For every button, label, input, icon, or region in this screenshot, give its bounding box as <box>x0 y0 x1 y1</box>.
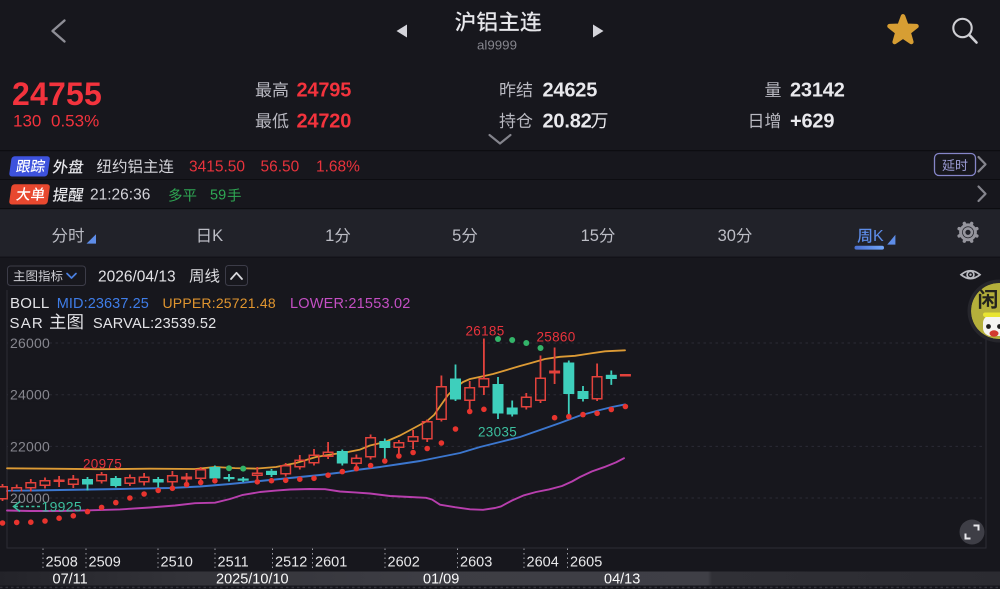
svg-text:1.68%: 1.68% <box>316 159 360 176</box>
svg-text:24625: 24625 <box>543 80 598 102</box>
svg-text:2509: 2509 <box>89 555 121 571</box>
svg-text:UPPER:25721.48: UPPER:25721.48 <box>163 295 276 311</box>
svg-text:BOLL: BOLL <box>10 295 50 312</box>
svg-text:07/11: 07/11 <box>53 572 88 588</box>
svg-text:20975: 20975 <box>83 457 122 472</box>
svg-text:+629: +629 <box>790 111 834 133</box>
svg-text:0.53%: 0.53% <box>51 112 99 131</box>
svg-text:24755: 24755 <box>12 76 102 112</box>
svg-text:01/09: 01/09 <box>423 572 459 588</box>
svg-text:23035: 23035 <box>478 425 517 440</box>
svg-text:26000: 26000 <box>10 335 50 351</box>
svg-text:2602: 2602 <box>388 555 420 571</box>
svg-text:K: K <box>873 228 884 245</box>
svg-text:24000: 24000 <box>10 387 50 403</box>
svg-text:MID:23637.25: MID:23637.25 <box>57 296 149 312</box>
svg-text:24795: 24795 <box>297 80 352 102</box>
svg-text:26185: 26185 <box>466 324 505 339</box>
svg-text:5: 5 <box>452 227 461 245</box>
svg-text:22000: 22000 <box>10 438 50 454</box>
svg-text:SARVAL:23539.52: SARVAL:23539.52 <box>93 316 216 332</box>
svg-text:SAR: SAR <box>10 315 44 332</box>
svg-text:19925: 19925 <box>42 499 82 515</box>
svg-text:30: 30 <box>718 227 736 245</box>
svg-text:3415.50: 3415.50 <box>189 159 245 176</box>
svg-text:56.50: 56.50 <box>261 159 300 176</box>
svg-text:2025/10/10: 2025/10/10 <box>216 572 289 588</box>
svg-text:2603: 2603 <box>460 555 492 571</box>
svg-text:20.82: 20.82 <box>543 111 592 133</box>
svg-text:K: K <box>212 227 223 245</box>
svg-text:2508: 2508 <box>46 555 78 571</box>
svg-text:2511: 2511 <box>218 555 249 571</box>
svg-text:2510: 2510 <box>161 555 193 571</box>
svg-text:1: 1 <box>325 227 334 245</box>
svg-text:23142: 23142 <box>790 80 845 102</box>
svg-text:al9999: al9999 <box>477 37 517 52</box>
svg-text:LOWER:21553.02: LOWER:21553.02 <box>290 296 410 312</box>
svg-text:2604: 2604 <box>527 555 559 571</box>
svg-text:15: 15 <box>581 227 599 245</box>
svg-text:2605: 2605 <box>570 555 602 571</box>
svg-text:24720: 24720 <box>297 111 352 133</box>
svg-text:2512: 2512 <box>275 555 307 571</box>
svg-text:21:26:36: 21:26:36 <box>90 187 150 204</box>
svg-text:59: 59 <box>210 188 226 204</box>
svg-text:04/13: 04/13 <box>604 572 640 588</box>
svg-text:2601: 2601 <box>315 555 347 571</box>
svg-text:25860: 25860 <box>537 330 576 345</box>
svg-text:2026/04/13: 2026/04/13 <box>98 269 176 286</box>
svg-text:130: 130 <box>13 112 41 131</box>
